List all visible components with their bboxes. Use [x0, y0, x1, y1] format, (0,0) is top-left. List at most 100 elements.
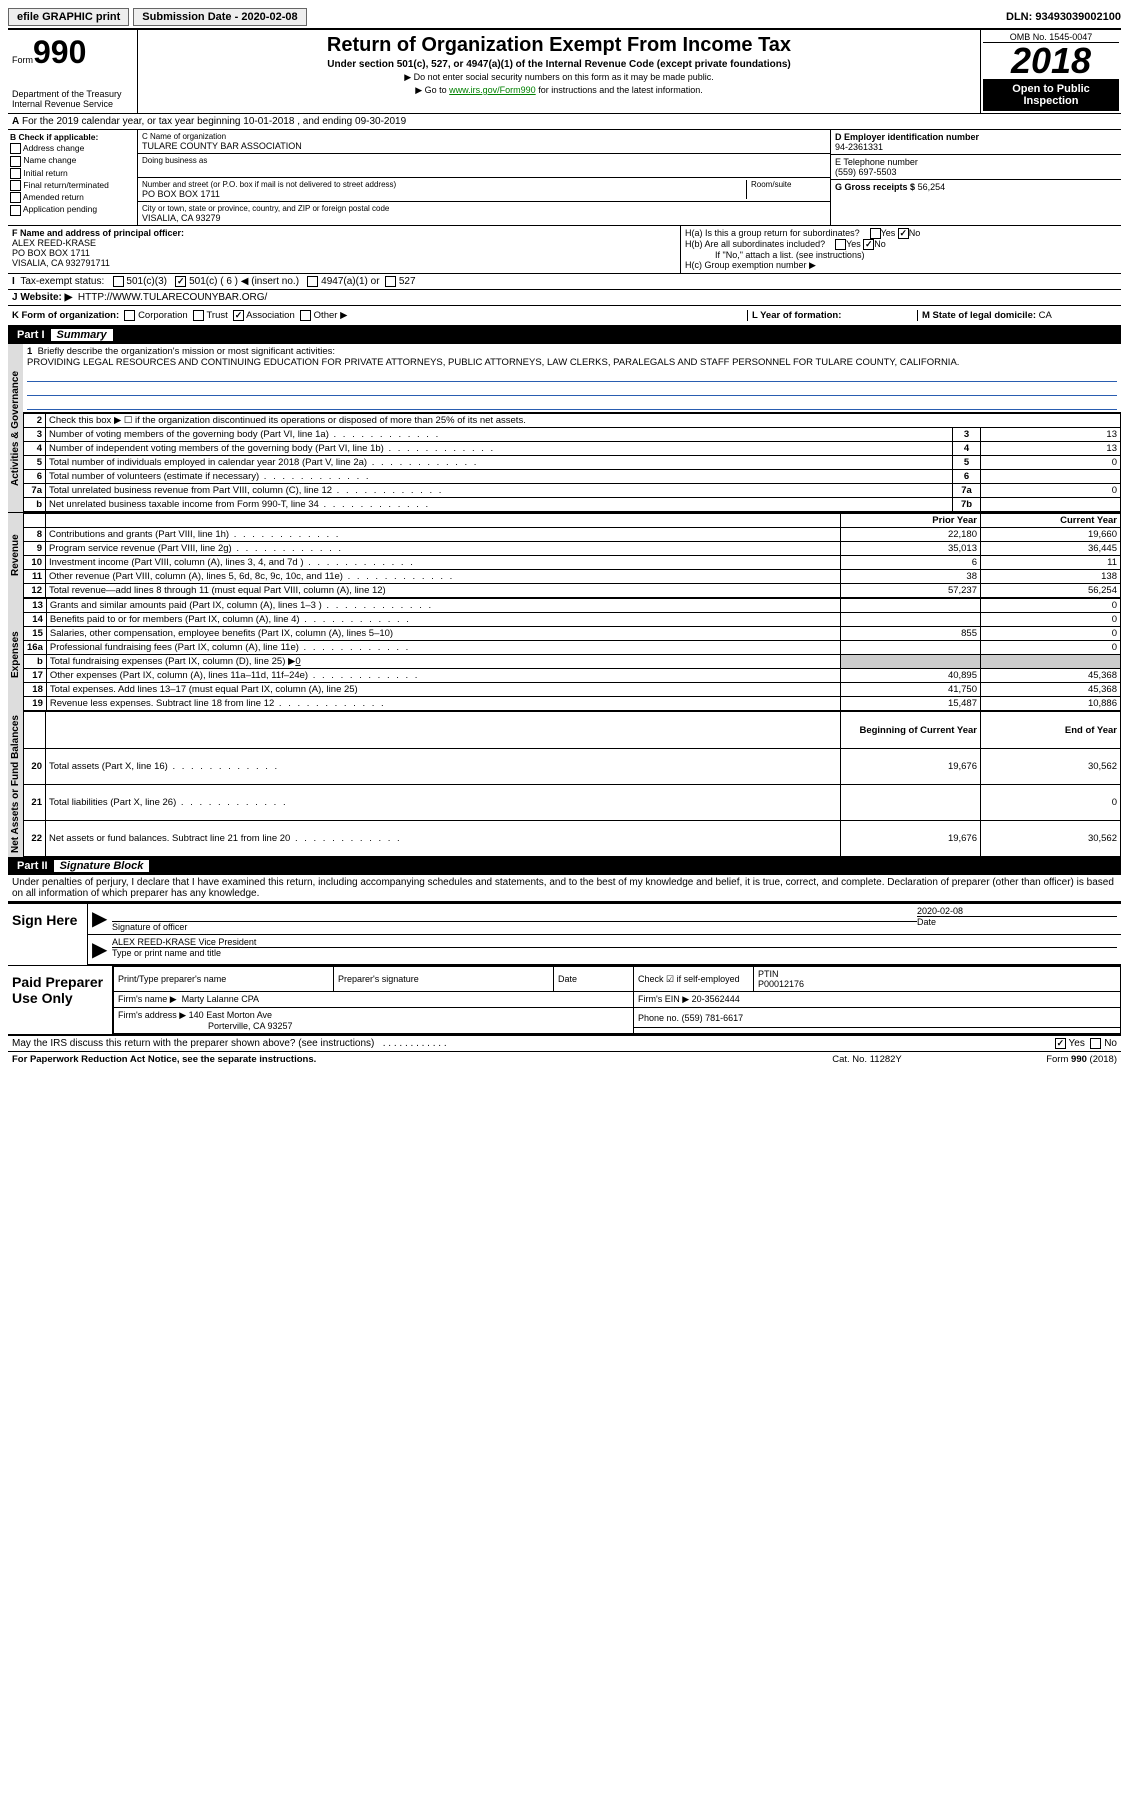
val-6	[981, 470, 1121, 484]
line-19: Revenue less expenses. Subtract line 18 …	[46, 697, 840, 711]
form-number-box: Form990 Department of the Treasury Inter…	[8, 30, 138, 113]
box-l: L Year of formation:	[747, 310, 917, 321]
sig-officer-label: Signature of officer	[112, 922, 917, 932]
submission-date-button[interactable]: Submission Date - 2020-02-08	[133, 8, 306, 26]
line-5: Total number of individuals employed in …	[46, 456, 953, 470]
officer-label: F Name and address of principal officer:	[12, 228, 184, 238]
form-subtitle: Under section 501(c), 527, or 4947(a)(1)…	[142, 59, 976, 70]
h-b: H(b) Are all subordinates included? Yes …	[685, 239, 1117, 250]
val-5: 0	[981, 456, 1121, 470]
side-label-netassets: Net Assets or Fund Balances	[8, 711, 23, 857]
tax-year: 2018	[983, 43, 1119, 79]
street-address: PO BOX BOX 1711	[142, 189, 746, 199]
line-8: Contributions and grants (Part VIII, lin…	[46, 528, 841, 542]
val-3: 13	[981, 428, 1121, 442]
side-label-revenue: Revenue	[8, 513, 23, 598]
line-1-label: Briefly describe the organization's miss…	[38, 346, 336, 357]
street-label: Number and street (or P.O. box if mail i…	[142, 180, 746, 189]
part-2-header: Part IISignature Block	[8, 857, 1121, 875]
firm-name-cell: Firm's name ▶ Marty Lalanne CPA	[114, 992, 634, 1008]
paid-preparer-label: Paid Preparer Use Only	[8, 966, 113, 1034]
line-16b: Total fundraising expenses (Part IX, col…	[46, 655, 840, 669]
top-toolbar: efile GRAPHIC print Submission Date - 20…	[8, 8, 1121, 30]
form-title: Return of Organization Exempt From Incom…	[142, 34, 976, 57]
line-7a: Total unrelated business revenue from Pa…	[46, 484, 953, 498]
box-m: M State of legal domicile: CA	[917, 310, 1117, 321]
line-6: Total number of volunteers (estimate if …	[46, 470, 953, 484]
side-label-expenses: Expenses	[8, 598, 23, 711]
form-footer: Form 990 (2018)	[967, 1054, 1117, 1065]
line-10: Investment income (Part VIII, column (A)…	[46, 556, 841, 570]
line-17: Other expenses (Part IX, column (A), lin…	[46, 669, 840, 683]
line-3: Number of voting members of the governin…	[46, 428, 953, 442]
sign-here-label: Sign Here	[8, 904, 88, 965]
val-7b	[981, 498, 1121, 512]
gross-receipts-value: 56,254	[918, 182, 946, 192]
prep-name-cell: Print/Type preparer's name	[114, 967, 334, 992]
prep-date-cell: Date	[554, 967, 634, 992]
phone-value: (559) 697-5503	[835, 167, 1117, 177]
sig-date-value: 2020-02-08	[917, 906, 1117, 917]
org-name-label: C Name of organization	[142, 132, 826, 141]
efile-button[interactable]: efile GRAPHIC print	[8, 8, 129, 26]
prep-sig-cell: Preparer's signature	[334, 967, 554, 992]
declaration-text: Under penalties of perjury, I declare th…	[8, 875, 1121, 902]
line-16a: Professional fundraising fees (Part IX, …	[46, 641, 840, 655]
city-label: City or town, state or province, country…	[142, 204, 826, 213]
box-i: I Tax-exempt status: 501(c)(3) 501(c) ( …	[8, 274, 1121, 290]
officer-typed-name: ALEX REED-KRASE Vice President	[112, 937, 1117, 948]
officer-addr2: VISALIA, CA 932791711	[12, 258, 110, 268]
mission-text: PROVIDING LEGAL RESOURCES AND CONTINUING…	[27, 357, 959, 368]
ein-label: D Employer identification number	[835, 132, 979, 142]
type-name-label: Type or print name and title	[112, 948, 1117, 958]
phone-label: E Telephone number	[835, 157, 1117, 167]
line-11: Other revenue (Part VIII, column (A), li…	[46, 570, 841, 584]
line-15: Salaries, other compensation, employee b…	[46, 627, 840, 641]
officer-addr1: PO BOX BOX 1711	[12, 248, 90, 258]
city-state-zip: VISALIA, CA 93279	[142, 213, 826, 223]
gross-receipts-label: G Gross receipts $	[835, 182, 915, 192]
line-12: Total revenue—add lines 8 through 11 (mu…	[46, 584, 841, 598]
h-c: H(c) Group exemption number ▶	[685, 260, 1117, 271]
line-7b: Net unrelated business taxable income fr…	[46, 498, 953, 512]
irs-link[interactable]: www.irs.gov/Form990	[449, 85, 536, 95]
dba-label: Doing business as	[142, 156, 826, 165]
inspection-badge: Open to PublicInspection	[983, 79, 1119, 111]
prep-phone-cell: Phone no. (559) 781-6617	[634, 1008, 1121, 1028]
side-label-activities: Activities & Governance	[8, 344, 23, 512]
line-18: Total expenses. Add lines 13–17 (must eq…	[46, 683, 840, 697]
prior-year-label: Prior Year	[841, 514, 981, 528]
box-j: J Website: ▶ HTTP://WWW.TULARECOUNYBAR.O…	[8, 290, 1121, 306]
org-name: TULARE COUNTY BAR ASSOCIATION	[142, 141, 826, 151]
website-value: HTTP://WWW.TULARECOUNYBAR.ORG/	[78, 292, 267, 303]
form-note-1: ▶ Do not enter social security numbers o…	[142, 72, 976, 83]
line-22: Net assets or fund balances. Subtract li…	[46, 821, 841, 857]
h-b-note: If "No," attach a list. (see instruction…	[685, 250, 1117, 260]
line-20: Total assets (Part X, line 16)	[46, 748, 841, 784]
firm-addr-cell: Firm's address ▶ 140 East Morton Ave Por…	[114, 1008, 634, 1034]
pra-notice: For Paperwork Reduction Act Notice, see …	[12, 1054, 767, 1065]
line-9: Program service revenue (Part VIII, line…	[46, 542, 841, 556]
current-year-label: Current Year	[981, 514, 1121, 528]
officer-name: ALEX REED-KRASE	[12, 238, 96, 248]
line-a: A For the 2019 calendar year, or tax yea…	[8, 114, 1121, 130]
dln-label: DLN: 93493039002100	[1006, 11, 1121, 23]
end-year-label: End of Year	[981, 712, 1121, 748]
discuss-row: May the IRS discuss this return with the…	[8, 1036, 1121, 1052]
part-1-header: Part ISummary	[8, 326, 1121, 344]
line-2: Check this box ▶ ☐ if the organization d…	[46, 414, 1121, 428]
cat-no: Cat. No. 11282Y	[767, 1054, 967, 1065]
firm-ein-cell: Firm's EIN ▶ 20-3562444	[634, 992, 1121, 1008]
h-a: H(a) Is this a group return for subordin…	[685, 228, 1117, 239]
line-4: Number of independent voting members of …	[46, 442, 953, 456]
val-4: 13	[981, 442, 1121, 456]
self-employed-cell: Check ☑ if self-employed	[634, 967, 754, 992]
line-13: Grants and similar amounts paid (Part IX…	[46, 599, 840, 613]
begin-year-label: Beginning of Current Year	[841, 712, 981, 748]
box-k: K Form of organization: Corporation Trus…	[12, 310, 747, 321]
box-b: B Check if applicable: Address change Na…	[8, 130, 138, 225]
line-14: Benefits paid to or for members (Part IX…	[46, 613, 840, 627]
ein-value: 94-2361331	[835, 142, 1117, 152]
ptin-cell: PTINP00012176	[754, 967, 1121, 992]
line-21: Total liabilities (Part X, line 26)	[46, 784, 841, 820]
